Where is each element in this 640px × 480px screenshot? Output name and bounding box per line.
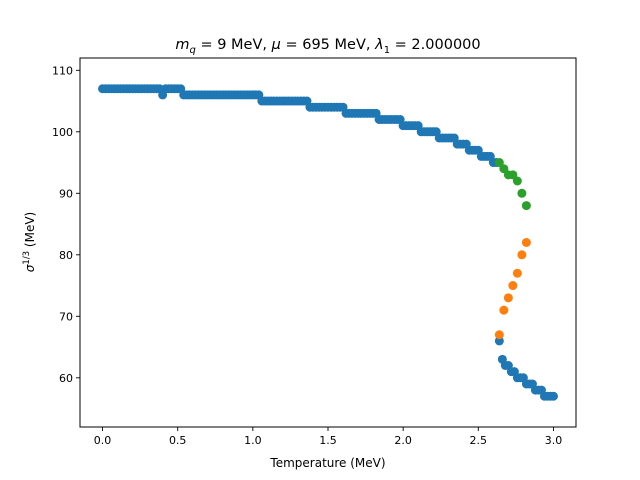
y-tick-label: 80 (59, 249, 73, 262)
data-point-series-2 (499, 305, 509, 315)
title-mq-sub: q (189, 45, 195, 56)
data-point-series-2 (503, 293, 513, 303)
chart-title: mq = 9 MeV, μ = 695 MeV, λ1 = 2.000000 (175, 37, 480, 56)
y-tick-label: 60 (59, 372, 73, 385)
data-point-series-3 (521, 201, 531, 211)
title-mu-rest: = 695 MeV, (281, 37, 375, 53)
data-point-series-2 (521, 238, 531, 247)
title-mq-symbol: m (175, 37, 189, 53)
y-tick-label: 70 (59, 310, 73, 323)
title-mq-rest: = 9 MeV, (196, 37, 272, 53)
title-lambda-rest: = 2.000000 (390, 37, 481, 53)
data-point-series-1 (494, 336, 504, 346)
y-tick-label: 110 (52, 64, 73, 77)
data-point-series-1 (548, 391, 558, 401)
x-tick-label: 1.0 (244, 434, 262, 447)
x-tick-label: 0.5 (169, 434, 187, 447)
x-tick-label: 2.0 (394, 434, 412, 447)
data-point-series-2 (494, 330, 504, 340)
ylabel-rest: (MeV) (23, 212, 37, 251)
data-points (98, 84, 558, 401)
data-point-series-3 (517, 188, 527, 198)
data-point-series-2 (512, 268, 522, 278)
title-lambda-sub: 1 (384, 45, 390, 56)
y-axis-ticks: 60 70 80 90 100 110 (52, 64, 80, 385)
y-tick-label: 100 (52, 126, 73, 139)
title-mu-symbol: μ (271, 37, 281, 53)
data-point-series-3 (508, 170, 518, 180)
data-point-series-3 (494, 158, 504, 168)
title-lambda-symbol: λ (374, 37, 384, 53)
x-tick-label: 2.5 (470, 434, 488, 447)
x-tick-label: 3.0 (545, 434, 563, 447)
data-point-series-2 (517, 250, 527, 260)
y-axis-label: σ1/3 (MeV) (22, 212, 37, 272)
ylabel-sup: 1/3 (22, 251, 32, 265)
data-point-series-3 (512, 176, 522, 186)
ylabel-symbol: σ (23, 264, 37, 272)
data-point-series-3 (499, 164, 509, 174)
x-tick-label: 0.0 (94, 434, 112, 447)
x-axis-label: Temperature (MeV) (269, 456, 385, 470)
plot-frame (79, 57, 577, 428)
x-axis-ticks: 0.0 0.5 1.0 1.5 2.0 2.5 3.0 (94, 427, 562, 447)
x-tick-label: 1.5 (319, 434, 337, 447)
data-point-series-2 (508, 281, 518, 291)
y-tick-label: 90 (59, 187, 73, 200)
